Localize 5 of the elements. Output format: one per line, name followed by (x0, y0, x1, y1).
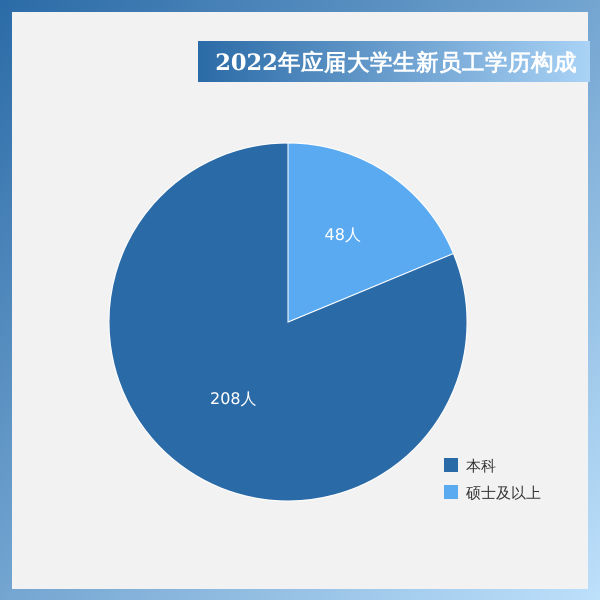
data-label: 208人 (210, 388, 257, 408)
chart-title: 2022年应届大学生新员工学历构成 (215, 49, 577, 76)
data-label: 48人 (324, 225, 361, 244)
legend-label: 硕士及以上 (465, 484, 541, 502)
legend-label: 本科 (466, 457, 496, 475)
